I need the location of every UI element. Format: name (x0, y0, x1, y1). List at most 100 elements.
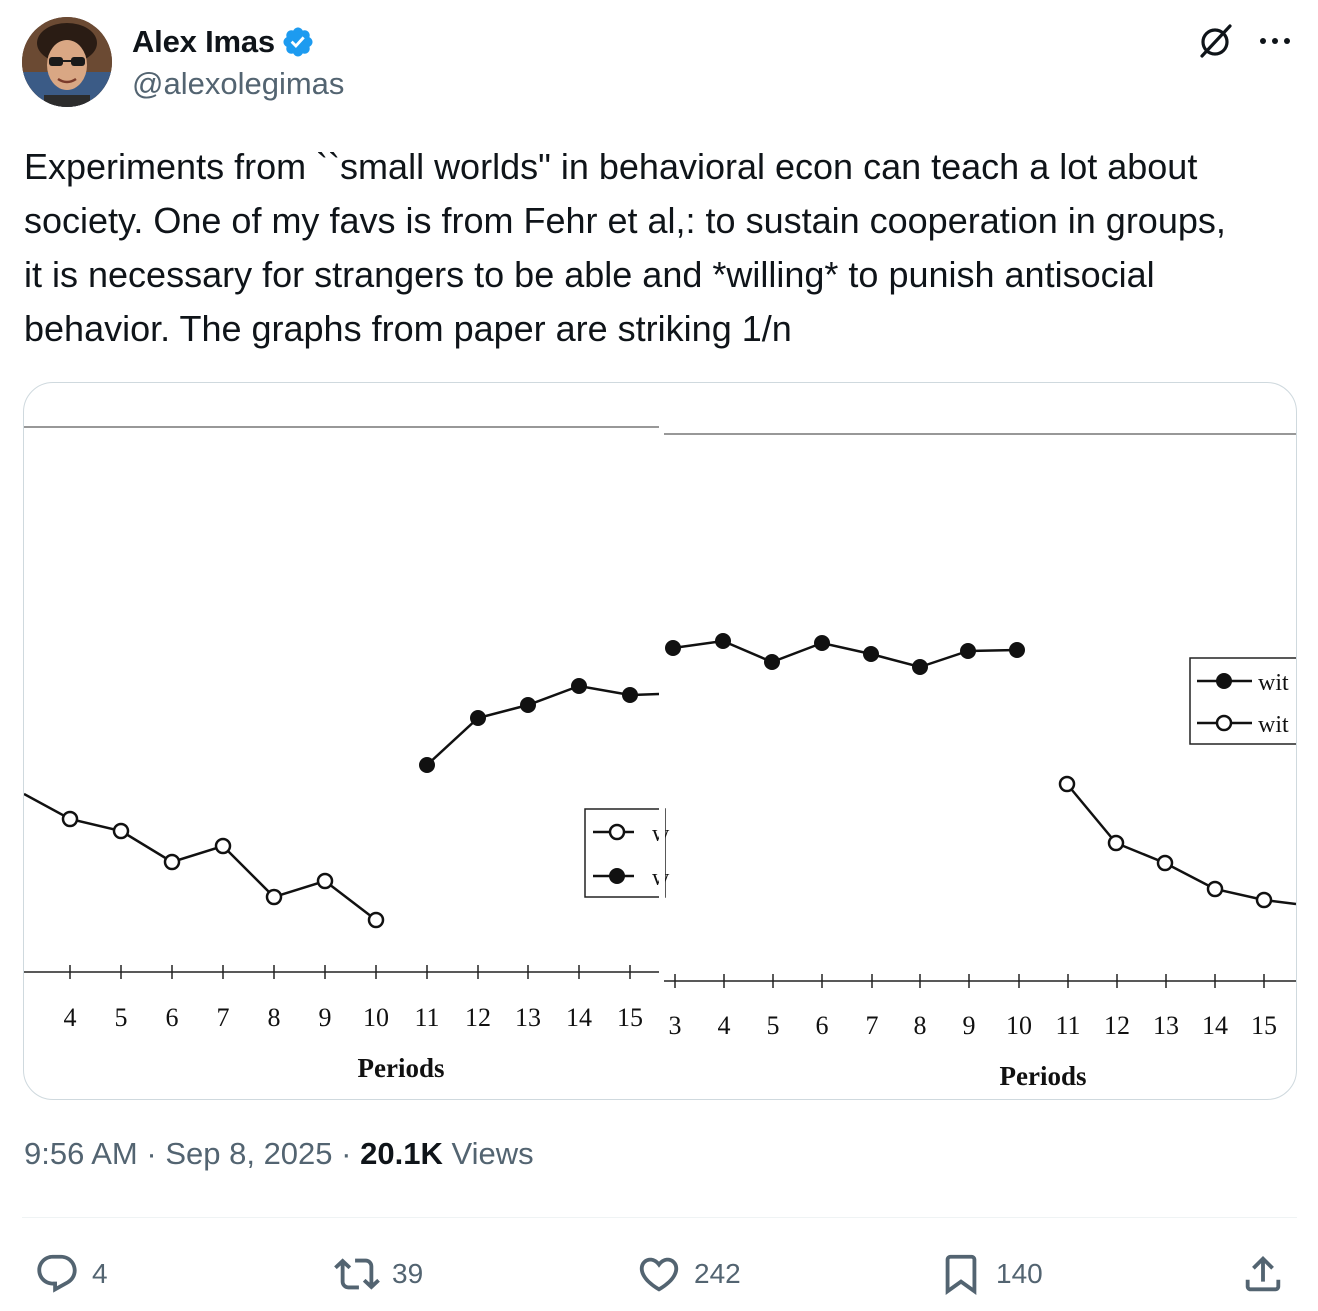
legend-marker-open (608, 823, 626, 841)
tweet-time[interactable]: 9:56 AM (24, 1136, 138, 1171)
x-tick-label: 6 (166, 1003, 179, 1032)
data-point-filled (912, 659, 928, 675)
x-tick-label: 4 (718, 1011, 731, 1040)
data-point-filled (863, 646, 879, 662)
repost-button[interactable]: 39 (334, 1248, 423, 1300)
legend-label: wit (1258, 670, 1289, 696)
data-point-open (61, 810, 79, 828)
x-tick-label: 5 (115, 1003, 128, 1032)
grok-button[interactable] (1192, 18, 1238, 64)
legend-marker-open (1215, 714, 1233, 732)
author-name-row: Alex Imas (132, 20, 315, 64)
tweet-text: Experiments from ``small worlds" in beha… (24, 146, 1226, 349)
x-tick-label: 8 (268, 1003, 281, 1032)
bookmark-icon (945, 1254, 977, 1295)
like-count: 242 (694, 1258, 741, 1289)
repost-count: 39 (392, 1258, 424, 1289)
share-icon (1245, 1255, 1281, 1292)
data-point-open (1255, 891, 1273, 909)
panel-gap (659, 383, 665, 1099)
x-tick-label: 15 (1251, 1011, 1277, 1040)
x-tick-label: 7 (866, 1011, 879, 1040)
data-point-filled (764, 654, 780, 670)
x-tick-label: 9 (319, 1003, 332, 1032)
reply-icon (37, 1254, 77, 1293)
data-point-filled (622, 687, 638, 703)
legend-label: wit (1258, 712, 1289, 738)
x-tick-label: 14 (566, 1003, 592, 1032)
more-button[interactable] (1252, 18, 1298, 64)
x-tick-label: 10 (363, 1003, 389, 1032)
meta-separator: · (341, 1136, 352, 1171)
tweet-meta: 9:56 AM · Sep 8, 2025 · 20.1K Views (24, 1136, 534, 1172)
x-tick-label: 14 (1202, 1011, 1228, 1040)
like-button[interactable]: 242 (636, 1248, 741, 1300)
x-tick-label: 9 (963, 1011, 976, 1040)
reply-count: 4 (92, 1258, 108, 1289)
series-line-open (1066, 783, 1296, 906)
media-image: 456789101112131415Periodsww 345678910111… (24, 383, 1296, 1099)
data-point-filled (571, 678, 587, 694)
data-point-open (265, 888, 283, 906)
data-point-filled (419, 757, 435, 773)
data-point-filled (715, 633, 731, 649)
left-chart-panel: 456789101112131415Periodsww (24, 383, 670, 1099)
bookmark-button[interactable]: 140 (938, 1248, 1043, 1300)
x-tick-label: 3 (669, 1011, 682, 1040)
x-axis-title: Periods (1000, 1061, 1087, 1091)
x-tick-label: 12 (1104, 1011, 1130, 1040)
author-display-name[interactable]: Alex Imas (132, 24, 275, 59)
divider (22, 1217, 1297, 1218)
series-line-open (24, 792, 377, 921)
x-tick-label: 5 (767, 1011, 780, 1040)
bookmark-count: 140 (996, 1258, 1043, 1289)
data-point-open (1156, 854, 1174, 872)
data-point-filled (470, 710, 486, 726)
x-tick-label: 7 (217, 1003, 230, 1032)
tweet-media[interactable]: 456789101112131415Periodsww 345678910111… (23, 382, 1297, 1100)
data-point-open (1206, 880, 1224, 898)
reply-button[interactable]: 4 (34, 1248, 108, 1300)
legend-marker-filled (609, 868, 625, 884)
x-tick-label: 15 (617, 1003, 643, 1032)
views-count: 20.1K (360, 1136, 443, 1171)
heart-icon (639, 1257, 679, 1292)
data-point-open (112, 822, 130, 840)
data-point-open (214, 837, 232, 855)
x-tick-label: 12 (465, 1003, 491, 1032)
data-point-filled (665, 640, 681, 656)
x-tick-label: 6 (816, 1011, 829, 1040)
data-point-open (367, 911, 385, 929)
avatar[interactable] (22, 17, 112, 107)
views-label: Views (451, 1136, 534, 1171)
x-tick-label: 4 (64, 1003, 77, 1032)
verified-badge-icon[interactable] (281, 25, 315, 59)
data-point-filled (960, 643, 976, 659)
x-tick-label: 13 (515, 1003, 541, 1032)
tweet-date[interactable]: Sep 8, 2025 (165, 1136, 333, 1171)
data-point-open (316, 872, 334, 890)
x-tick-label: 11 (1055, 1011, 1080, 1040)
author-handle[interactable]: @alexolegimas (132, 66, 345, 101)
data-point-open (1107, 834, 1125, 852)
x-axis-title: Periods (358, 1053, 445, 1083)
data-point-filled (1009, 642, 1025, 658)
share-button[interactable] (1240, 1248, 1286, 1300)
grok-icon (1200, 24, 1232, 58)
data-point-filled (814, 635, 830, 651)
x-tick-label: 8 (914, 1011, 927, 1040)
x-tick-label: 10 (1006, 1011, 1032, 1040)
repost-icon (334, 1258, 380, 1290)
avatar-image (22, 17, 112, 107)
data-point-filled (520, 697, 536, 713)
right-chart-panel: 3 4 5 6 7 8 9 10 11 12 13 14 15 Periods wit wit (664, 433, 1296, 1091)
meta-separator: · (146, 1136, 157, 1171)
x-tick-label: 13 (1153, 1011, 1179, 1040)
legend-box (1189, 657, 1296, 745)
data-point-open (1058, 775, 1076, 793)
legend-box (584, 808, 666, 898)
x-tick-label: 11 (414, 1003, 439, 1032)
data-point-open (163, 853, 181, 871)
more-icon (1260, 38, 1290, 44)
legend-marker-filled (1216, 673, 1232, 689)
